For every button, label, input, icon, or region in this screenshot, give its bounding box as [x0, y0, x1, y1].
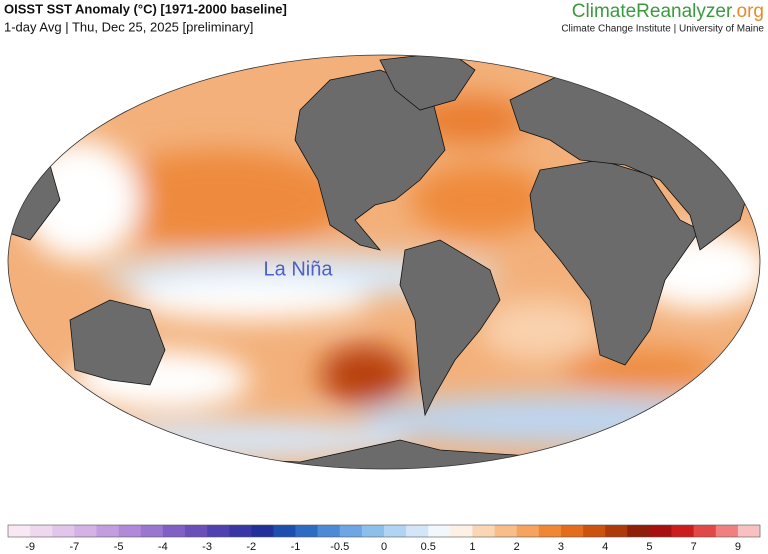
- colorbar-label: 4: [602, 541, 608, 553]
- colorbar-frame: [7, 524, 761, 538]
- colorbar-segment: [538, 525, 562, 537]
- south-america: [399, 239, 501, 417]
- colorbar-segment: [428, 525, 451, 537]
- colorbar-segment: [737, 525, 761, 537]
- annotation: La Niña: [264, 258, 334, 280]
- colorbar-label: -0.5: [330, 541, 349, 553]
- colorbar-segment: [251, 525, 274, 537]
- colorbar-segment: [140, 525, 164, 537]
- colorbar-label: -2: [246, 541, 256, 553]
- colorbar-segment: [207, 525, 230, 537]
- colorbar-segment: [649, 525, 672, 537]
- map: [8, 55, 760, 469]
- colorbar-segment: [162, 525, 186, 537]
- colorbar-segment: [516, 525, 540, 537]
- colorbar-segment: [361, 525, 385, 537]
- globe-outline: [7, 54, 761, 470]
- colorbar-label: 7: [691, 541, 697, 553]
- colorbar-label: -3: [202, 541, 212, 553]
- colorbar-segment: [450, 525, 473, 537]
- colorbar-segment: [96, 525, 119, 537]
- colorbar-segment: [339, 525, 363, 537]
- colorbar-segment: [295, 525, 318, 537]
- colorbar: -9 -7 -5 -4 -3 -2 -1 -0.5 0 0.5 1 2 3 4 5 7 9: [7, 524, 761, 553]
- colorbar-segment: [627, 525, 650, 537]
- colorbar-label: -1: [291, 541, 301, 553]
- colorbar-segment: [229, 525, 252, 537]
- colorbar-segment: [384, 525, 407, 537]
- colorbar-segment: [560, 525, 584, 537]
- subtitle: 1-day Avg | Thu, Dec 25, 2025 [prelimina…: [4, 19, 253, 34]
- brand: ClimateReanalyzer.org: [572, 1, 764, 22]
- colorbar-segment: [715, 525, 739, 537]
- colorbar-segment: [118, 525, 142, 537]
- colorbar-segment: [472, 525, 495, 537]
- colorbar-label: 1: [469, 541, 475, 553]
- colorbar-segment: [184, 525, 208, 537]
- colorbar-label: -7: [69, 541, 79, 553]
- colorbar-label: 0: [381, 541, 387, 553]
- colorbar-segment: [52, 525, 75, 537]
- colorbar-label: 0.5: [421, 541, 436, 553]
- colorbar-label: -9: [25, 541, 35, 553]
- colorbar-segment: [583, 525, 606, 537]
- greenland: [379, 55, 476, 111]
- brand-name: ClimateReanalyzer: [572, 1, 733, 22]
- brand-suffix: .org: [731, 1, 764, 22]
- colorbar-segment: [671, 525, 694, 537]
- australia: [69, 299, 166, 386]
- colorbar-label: 2: [514, 541, 520, 553]
- colorbar-label: -5: [114, 541, 124, 553]
- anomaly-field: [20, 95, 760, 460]
- colorbar-segment: [693, 525, 717, 537]
- tagline: Climate Change Institute | University of…: [561, 24, 764, 35]
- colorbar-segment: [406, 525, 429, 537]
- antarctica: [8, 439, 760, 469]
- colorbar-segment: [74, 525, 97, 537]
- colorbar-segment: [605, 525, 628, 537]
- colorbar-segment: [273, 525, 296, 537]
- colorbar-label: 3: [558, 541, 564, 553]
- africa: [529, 159, 701, 366]
- colorbar-label: 5: [646, 541, 652, 553]
- colorbar-segment: [30, 525, 53, 537]
- colorbar-label: -4: [158, 541, 168, 553]
- colorbar-segment: [317, 525, 341, 537]
- colorbar-segment: [494, 525, 518, 537]
- colorbar-label: 9: [735, 541, 741, 553]
- title: OISST SST Anomaly (°C) [1971-2000 baseli…: [4, 1, 287, 16]
- colorbar-segment: [8, 525, 31, 537]
